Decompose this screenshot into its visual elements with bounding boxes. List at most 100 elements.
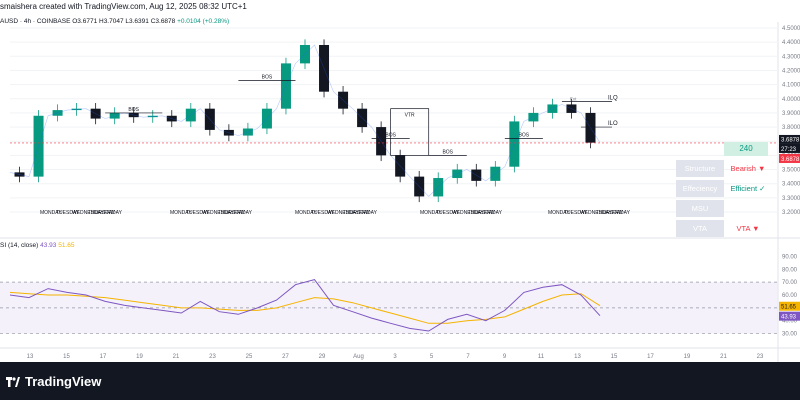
rsi-tick-label: 70.00 <box>782 280 798 286</box>
candle-body <box>109 112 120 119</box>
session-day-label: MONDAY <box>420 210 442 216</box>
time-axis-label: 3 <box>393 354 397 360</box>
time-axis-label: 25 <box>246 354 253 360</box>
last-price-label: 3.6878 <box>781 137 800 143</box>
time-axis-label: 7 <box>466 354 470 360</box>
rsi-ma-box <box>779 301 800 311</box>
candle-body <box>395 155 406 177</box>
rsi-tick-label: 40.00 <box>782 319 798 325</box>
tradingview-mark-icon <box>6 377 20 387</box>
candle-body <box>566 104 577 113</box>
price-tick-label: 4.2000 <box>782 68 800 74</box>
session-day-label: FRIDAY <box>612 210 631 216</box>
time-axis-label: 21 <box>173 354 180 360</box>
candle-body <box>509 121 520 167</box>
price-tick-label: 4.3000 <box>782 54 800 60</box>
time-axis-label: 17 <box>100 354 107 360</box>
countdown-box <box>779 143 800 153</box>
session-day-label: WEDNESDAY <box>327 210 360 216</box>
open-value: O3.6771 <box>72 18 98 25</box>
candle-body <box>33 115 44 177</box>
footer-bar: TradingView <box>0 362 800 400</box>
session-day-label: TUESDAY <box>56 210 80 216</box>
candle-body <box>319 44 330 92</box>
high-value: H3.7047 <box>99 18 124 25</box>
candle-body <box>14 172 25 177</box>
change-value: +0.0104 (+0.28%) <box>177 18 230 25</box>
tradingview-logo[interactable]: TradingView <box>6 374 101 389</box>
table-label: MSU <box>676 200 724 217</box>
price-tick-label: 3.9000 <box>782 111 800 117</box>
table-label: Effeciency <box>676 180 724 197</box>
time-axis-label: 27 <box>282 354 289 360</box>
session-day-label: WEDNESDAY <box>580 210 613 216</box>
session-day-label: FRIDAY <box>234 210 253 216</box>
candle-body <box>547 104 558 113</box>
table-row: MSU <box>676 200 768 219</box>
session-day-label: TUESDAY <box>436 210 460 216</box>
rsi-ma-axis-label: 51.65 <box>781 305 797 311</box>
time-axis-label: 23 <box>757 354 764 360</box>
session-day-label: WEDNESDAY <box>72 210 105 216</box>
ext-label: Ext <box>570 97 577 102</box>
session-day-label: WEDNESDAY <box>202 210 235 216</box>
candle-body <box>90 108 101 119</box>
time-axis-label: 29 <box>319 354 326 360</box>
low-value: L3.6391 <box>125 18 149 25</box>
prev-price-box <box>779 153 800 163</box>
candle-body <box>452 169 463 179</box>
price-tick-label: 4.0000 <box>782 97 800 103</box>
table-value: VTA ▼ <box>736 224 760 233</box>
time-axis-label: Aug <box>353 354 364 360</box>
candle-body <box>376 127 387 156</box>
table-value <box>726 200 770 217</box>
time-axis-label: 21 <box>720 354 727 360</box>
time-axis-label: 5 <box>430 354 434 360</box>
price-tick-label: 3.3000 <box>782 196 800 202</box>
last-price-box <box>779 134 800 144</box>
price-tick-label: 3.2000 <box>782 210 800 216</box>
rsi-tick-label: 80.00 <box>782 267 798 273</box>
candle-body <box>52 110 63 116</box>
candle-body <box>261 108 272 129</box>
bos-label: BOS <box>262 74 273 80</box>
time-axis-label: 17 <box>647 354 654 360</box>
session-day-label: WEDNESDAY <box>452 210 485 216</box>
structure-table: Structure Bearish ▼ Effeciency Efficient… <box>676 160 768 240</box>
session-day-label: FRIDAY <box>359 210 378 216</box>
session-day-label: MONDAY <box>548 210 570 216</box>
candle-body <box>166 115 177 122</box>
time-axis-label: 13 <box>574 354 581 360</box>
bos-label: BOS <box>128 107 139 113</box>
time-axis-label: 11 <box>538 354 545 360</box>
price-tick-label: 3.4000 <box>782 182 800 188</box>
candle-body <box>471 169 482 181</box>
table-row: VTA VTA ▼ <box>676 220 768 239</box>
session-day-label: THURSDAY <box>88 210 116 216</box>
symbol-prefix: AUSD · 4h · COINBASE <box>0 18 71 25</box>
rsi-ma-current: 51.65 <box>58 242 75 249</box>
vtr-box <box>390 108 430 156</box>
candle-body <box>414 176 425 197</box>
symbol-info: AUSD · 4h · COINBASE O3.6771 H3.7047 L3.… <box>0 18 229 25</box>
rsi-axis-label: 43.93 <box>781 315 797 321</box>
table-row: Effeciency Efficient ✓ <box>676 180 768 199</box>
time-axis-label: 23 <box>209 354 216 360</box>
close-value: C3.6878 <box>150 18 176 25</box>
time-axis-label: 15 <box>63 354 70 360</box>
candle-body <box>300 44 310 64</box>
candle-body <box>490 166 501 181</box>
table-row: Structure Bearish ▼ <box>676 160 768 179</box>
candle-body <box>242 128 253 136</box>
candle-body <box>147 115 158 118</box>
table-label: VTA <box>676 220 724 237</box>
vtr-label: VTR <box>405 113 415 119</box>
candle-body <box>223 129 234 136</box>
candle-body <box>357 108 368 128</box>
candle-body <box>585 112 596 143</box>
session-day-label: TUESDAY <box>564 210 588 216</box>
candle-body <box>528 112 539 122</box>
price-tick-label: 4.1000 <box>782 83 800 89</box>
rsi-current: 43.93 <box>40 242 57 249</box>
